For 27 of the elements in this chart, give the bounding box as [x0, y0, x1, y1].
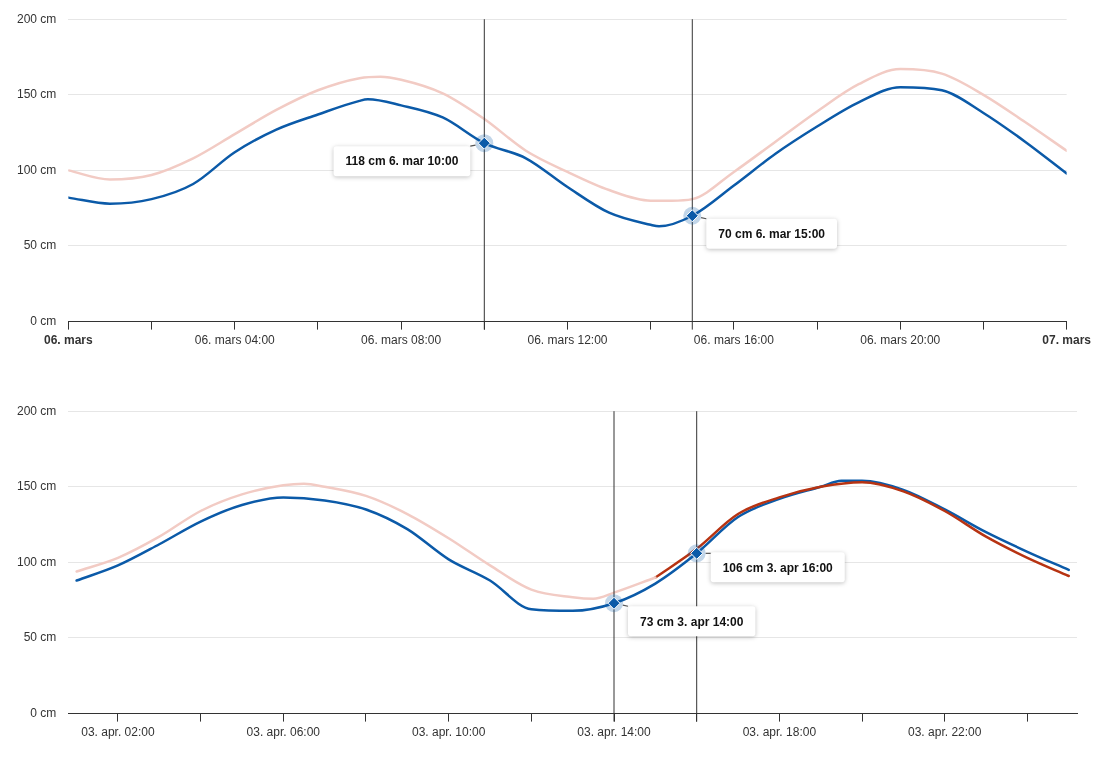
x-tick-label: 03. apr. 18:00 [742, 725, 817, 740]
x-tick-label: 06. mars 08:00 [361, 333, 442, 348]
y-tick-label: 100 cm [16, 554, 57, 569]
annotation: 106 cm 3. apr 16:00 [722, 560, 834, 575]
y-tick-label: 150 cm [16, 479, 57, 494]
y-tick-label: 100 cm [16, 162, 57, 177]
annotation: 70 cm 6. mar 15:00 [718, 227, 826, 242]
y-tick-label: 150 cm [16, 87, 57, 102]
x-tick-label: 06. mars 12:00 [527, 333, 608, 348]
x-tick-label: 06. mars 16:00 [693, 333, 775, 348]
x-tick-label: 07. mars [1042, 333, 1092, 348]
y-tick-label: 50 cm [23, 238, 57, 253]
y-tick-label: 200 cm [16, 11, 57, 26]
x-tick-label: 03. apr. 10:00 [411, 725, 486, 740]
y-tick-label: 0 cm [30, 705, 57, 720]
y-tick-label: 200 cm [16, 403, 57, 418]
annotation: 73 cm 3. apr 14:00 [640, 614, 744, 629]
y-tick-label: 50 cm [23, 630, 57, 645]
x-tick-label: 03. apr. 14:00 [577, 725, 652, 740]
x-tick-label: 03. apr. 06:00 [246, 725, 321, 740]
x-tick-label: 06. mars 04:00 [194, 333, 276, 348]
y-tick-label: 0 cm [30, 313, 57, 328]
annotation: 118 cm 6. mar 10:00 [345, 154, 459, 169]
x-tick-label: 03. apr. 02:00 [81, 725, 155, 740]
x-tick-label: 06. mars [44, 333, 94, 348]
x-tick-label: 06. mars 20:00 [860, 333, 941, 348]
x-tick-label: 03. apr. 22:00 [908, 725, 982, 740]
